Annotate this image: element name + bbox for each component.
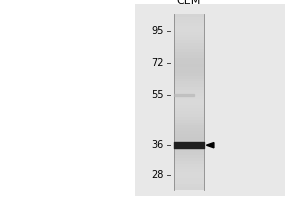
Bar: [174, 123, 204, 125]
Bar: [174, 158, 204, 161]
Bar: [174, 181, 204, 184]
Bar: [174, 87, 204, 90]
Text: 72: 72: [151, 58, 164, 68]
Bar: [174, 81, 204, 84]
Bar: [174, 146, 204, 149]
Bar: [174, 26, 204, 29]
Bar: [174, 155, 204, 158]
Text: 28: 28: [151, 170, 164, 180]
Bar: [174, 14, 204, 17]
Text: 95: 95: [151, 26, 164, 36]
Bar: [174, 99, 204, 102]
Bar: [174, 43, 204, 46]
Text: 55: 55: [151, 90, 164, 100]
Bar: [174, 96, 204, 99]
Bar: [174, 149, 204, 152]
Bar: [174, 152, 204, 155]
Bar: [174, 178, 204, 181]
Bar: [174, 67, 204, 70]
Bar: [174, 105, 204, 108]
Bar: [174, 131, 204, 134]
Bar: [174, 102, 204, 105]
Bar: [174, 79, 204, 81]
Bar: [174, 61, 204, 64]
Bar: [174, 49, 204, 52]
Bar: [174, 184, 204, 187]
Bar: [174, 134, 204, 137]
Bar: [174, 114, 204, 117]
Bar: [174, 187, 204, 190]
Bar: [174, 73, 204, 76]
Bar: [174, 93, 204, 96]
Bar: [174, 64, 204, 67]
Bar: [174, 140, 204, 143]
Bar: [174, 128, 204, 131]
Bar: [174, 84, 204, 87]
Bar: [174, 23, 204, 26]
Text: CEM: CEM: [177, 0, 201, 6]
Bar: [174, 20, 204, 23]
Bar: [174, 17, 204, 20]
Bar: [174, 70, 204, 73]
Bar: [174, 76, 204, 79]
Bar: [174, 37, 204, 40]
Bar: [174, 175, 204, 178]
Bar: [174, 90, 204, 93]
Bar: [174, 167, 204, 169]
Bar: [174, 55, 204, 58]
Polygon shape: [206, 143, 214, 148]
Bar: [174, 117, 204, 120]
Bar: [174, 29, 204, 32]
Text: 36: 36: [151, 140, 164, 150]
Bar: [174, 137, 204, 140]
Bar: [174, 111, 204, 114]
Bar: [174, 32, 204, 35]
Bar: [174, 172, 204, 175]
Bar: [174, 46, 204, 49]
Bar: [174, 40, 204, 43]
Bar: [174, 125, 204, 128]
Bar: [174, 169, 204, 172]
Bar: [174, 161, 204, 164]
Bar: [174, 143, 204, 146]
Bar: [174, 120, 204, 123]
Bar: [174, 108, 204, 111]
Bar: [174, 35, 204, 37]
Bar: [135, 4, 285, 196]
Bar: [174, 58, 204, 61]
Bar: [174, 52, 204, 55]
Bar: [174, 164, 204, 167]
